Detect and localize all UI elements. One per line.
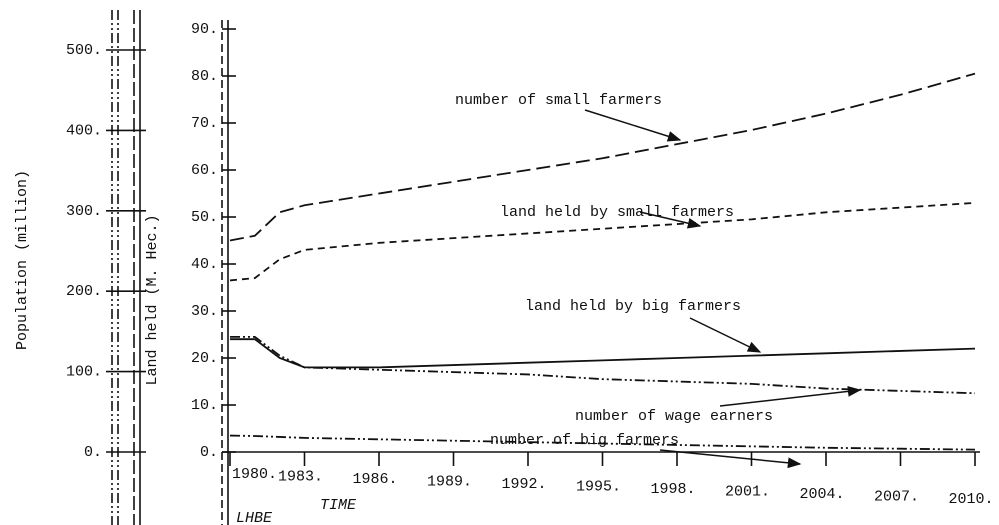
y-tick-label: 90. — [191, 21, 218, 38]
x-tick-label: 1983. — [278, 468, 323, 485]
series-line — [230, 335, 976, 395]
y-tick-label: 30. — [191, 303, 218, 320]
y-tick-label: 0. — [200, 444, 218, 461]
series-label: number of small farmers — [455, 92, 662, 109]
series-label: number of wage earners — [575, 408, 773, 425]
y2-tick-label: 300. — [66, 203, 102, 220]
label-arrow — [659, 449, 802, 469]
y-tick-label: 40. — [191, 256, 218, 273]
x-tick-label: 1998. — [650, 481, 695, 498]
y2-axis-title: Population (million) — [14, 170, 31, 350]
y2-tick-label: 0. — [84, 444, 102, 461]
label-arrow — [719, 386, 862, 407]
y-tick-label: 20. — [191, 350, 218, 367]
x-tick-label: 2007. — [874, 488, 919, 505]
series-label: land held by small farmers — [500, 204, 734, 221]
series-label: land held by big farmers — [525, 298, 741, 315]
y-tick-label: 10. — [191, 397, 218, 414]
y-tick-label: 80. — [191, 68, 218, 85]
left-axes — [111, 10, 229, 525]
y2-tick-label: 500. — [66, 42, 102, 59]
y-tick-label: 70. — [191, 115, 218, 132]
series-line — [229, 202, 976, 282]
x-axis-title: TIME — [320, 497, 357, 514]
x-tick-label: 2010. — [948, 491, 993, 508]
x-tick-label: 2004. — [799, 486, 844, 503]
x-tick-label: 1986. — [352, 471, 397, 488]
y-tick-label: 60. — [191, 162, 218, 179]
label-arrow — [639, 211, 702, 229]
x-tick-label: 1980. — [232, 466, 277, 483]
y2-tick-label: 400. — [66, 122, 102, 139]
x-tick-label: 1992. — [501, 476, 546, 493]
y-axis-title: Land held (M. Hec.) — [144, 214, 161, 385]
series-line — [230, 338, 976, 369]
x-tick-label: 2001. — [725, 483, 770, 500]
y-tick-label: 50. — [191, 209, 218, 226]
x-tick-label: 1995. — [576, 478, 621, 495]
series-label: number of big farmers — [490, 432, 679, 449]
x-tick-label: 1989. — [427, 473, 472, 490]
label-arrow — [689, 317, 762, 353]
corner-label: LHBE — [236, 510, 273, 525]
series-line — [229, 72, 976, 242]
series-line — [229, 434, 976, 451]
y2-tick-label: 200. — [66, 283, 102, 300]
label-arrow — [584, 109, 682, 142]
y2-tick-label: 100. — [66, 364, 102, 381]
